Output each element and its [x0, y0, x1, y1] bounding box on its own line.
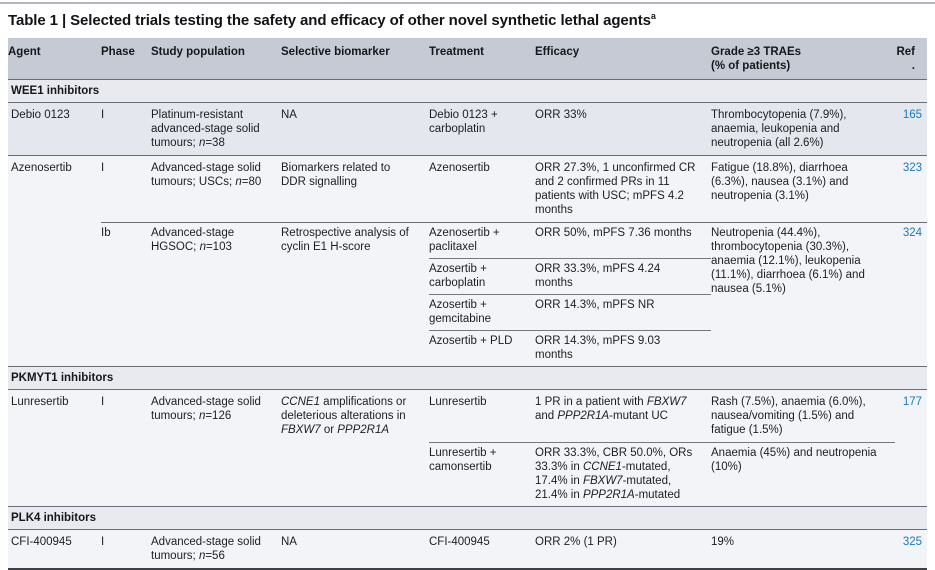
col-header-biomarker: Selective biomarker	[281, 38, 429, 81]
col-header-traes-line1: Grade ≥3 TRAEs	[711, 46, 802, 58]
cell-lunresertib-study: Advanced-stage solid tumours; n=126	[151, 389, 281, 507]
table-row-debio: Debio 0123 I Platinum-resistant advanced…	[8, 102, 927, 156]
cell-azenosertib-i-biomarker: Biomarkers related to DDR signalling	[281, 155, 429, 223]
cell-azenosertib-i-phase: I	[101, 155, 151, 223]
cell-azenosertib-agent: Azenosertib	[8, 155, 101, 367]
table-row-azenosertib-ib: Ib Advanced-stage HGSOC; n=103 Retrospec…	[8, 222, 927, 367]
cell-debio-treatment: Debio 0123 + carboplatin	[429, 102, 535, 156]
col-header-study: Study population	[151, 38, 281, 81]
col-header-agent: Agent	[8, 38, 101, 81]
cell-lunresertib-efficacy-2: ORR 33.3%, CBR 50.0%, ORs 33.3% in CCNE1…	[535, 442, 711, 507]
ref-link-177[interactable]: 177	[902, 396, 922, 409]
cell-cfi-ref: 325	[895, 529, 927, 570]
ref-link-325[interactable]: 325	[902, 536, 922, 549]
cell-azenosertib-ib-treatment-3: Azosertib + gemcitabine	[429, 294, 535, 331]
cell-cfi-study: Advanced-stage solid tumours; n=56	[151, 529, 281, 570]
cell-azenosertib-ib-efficacy-1: ORR 50%, mPFS 7.36 months	[535, 222, 711, 259]
cell-azenosertib-ib-treatment-1: Azenosertib + paclitaxel	[429, 222, 535, 259]
section-label-plk4: PLK4 inhibitors	[8, 506, 927, 530]
col-header-treatment: Treatment	[429, 38, 535, 81]
ref-link-165[interactable]: 165	[902, 109, 922, 122]
col-header-efficacy: Efficacy	[535, 38, 711, 81]
cell-lunresertib-agent: Lunresertib	[8, 389, 101, 507]
cell-azenosertib-ib-efficacy-3: ORR 14.3%, mPFS NR	[535, 294, 711, 331]
cell-cfi-treatment: CFI-400945	[429, 529, 535, 570]
cell-azenosertib-i-traes: Fatigue (18.8%), diarrhoea (6.3%), nause…	[711, 155, 895, 223]
ref-link-323[interactable]: 323	[902, 162, 922, 175]
cell-cfi-agent: CFI-400945	[8, 529, 101, 570]
cell-debio-traes: Thrombocytopenia (7.9%), anaemia, leukop…	[711, 102, 895, 156]
table-row-azenosertib-i: Azenosertib I Advanced-stage solid tumou…	[8, 155, 927, 367]
cell-azenosertib-ib-ref: 324	[895, 222, 927, 367]
cell-azenosertib-i-treatment: Azenosertib	[429, 155, 535, 223]
cell-azenosertib-ib-phase: Ib	[101, 222, 151, 367]
table-subrow-azosertib-pld: Azosertib + PLD ORR 14.3%, mPFS 9.03 mon…	[8, 330, 927, 367]
section-label-wee1: WEE1 inhibitors	[8, 79, 927, 103]
cell-lunresertib-biomarker: CCNE1 amplifications or deleterious alte…	[281, 389, 429, 507]
cell-azenosertib-ib-efficacy-2: ORR 33.3%, mPFS 4.24 months	[535, 258, 711, 295]
cell-lunresertib-traes-2: Anaemia (45%) and neutropenia (10%)	[711, 442, 895, 507]
section-row-wee1: WEE1 inhibitors	[8, 79, 927, 103]
cell-debio-biomarker: NA	[281, 102, 429, 156]
cell-lunresertib-efficacy-1: 1 PR in a patient with FBXW7 and PPP2R1A…	[535, 389, 711, 443]
cell-azenosertib-i-ref: 323	[895, 155, 927, 223]
cell-azenosertib-ib-traes: Neutropenia (44.4%), thrombocytopenia (3…	[711, 222, 895, 367]
cell-azenosertib-ib-treatment-2: Azosertib + carboplatin	[429, 258, 535, 295]
top-divider	[0, 2, 935, 4]
cell-cfi-efficacy: ORR 2% (1 PR)	[535, 529, 711, 570]
cell-cfi-phase: I	[101, 529, 151, 570]
col-header-traes-line2: (% of patients)	[711, 60, 791, 73]
cell-cfi-traes: 19%	[711, 529, 895, 570]
cell-lunresertib-treatment-1: Lunresertib	[429, 389, 535, 443]
table-title: Table 1 | Selected trials testing the sa…	[8, 11, 927, 30]
cell-azenosertib-i-study: Advanced-stage solid tumours; USCs; n=80	[151, 155, 281, 223]
cell-azenosertib-ib-study: Advanced-stage HGSOC; n=103	[151, 222, 281, 367]
table-row-lunresertib: Lunresertib I Advanced-stage solid tumou…	[8, 389, 927, 507]
section-row-plk4: PLK4 inhibitors	[8, 506, 927, 530]
table-subrow-azosertib-carboplatin: Azosertib + carboplatin ORR 33.3%, mPFS …	[8, 258, 927, 295]
col-header-phase: Phase	[101, 38, 151, 81]
col-header-ref: Ref.	[895, 38, 927, 81]
ref-link-324[interactable]: 324	[902, 227, 922, 240]
table-subrow-azosertib-gemcitabine: Azosertib + gemcitabine ORR 14.3%, mPFS …	[8, 294, 927, 331]
table-subrow-lunresertib-camonsertib: Lunresertib + camonsertib ORR 33.3%, CBR…	[8, 442, 927, 507]
cell-azenosertib-ib-biomarker: Retrospective analysis of cyclin E1 H-sc…	[281, 222, 429, 367]
cell-azenosertib-ib-treatment-4: Azosertib + PLD	[429, 330, 535, 367]
cell-cfi-biomarker: NA	[281, 529, 429, 570]
cell-debio-study: Platinum-resistant advanced-stage solid …	[151, 102, 281, 156]
cell-azenosertib-ib-efficacy-4: ORR 14.3%, mPFS 9.03 months	[535, 330, 711, 367]
cell-debio-ref: 165	[895, 102, 927, 156]
table-footnote-marker: a	[650, 11, 656, 21]
clinical-trials-table: Agent Phase Study population Selective b…	[8, 38, 927, 570]
cell-lunresertib-treatment-2: Lunresertib + camonsertib	[429, 442, 535, 507]
table-header-row: Agent Phase Study population Selective b…	[8, 38, 927, 81]
cell-lunresertib-traes-1: Rash (7.5%), anaemia (6.0%), nausea/vomi…	[711, 389, 895, 443]
cell-lunresertib-ref: 177	[895, 389, 927, 507]
cell-debio-efficacy: ORR 33%	[535, 102, 711, 156]
section-label-pkmyt1: PKMYT1 inhibitors	[8, 366, 927, 390]
cell-azenosertib-i-efficacy: ORR 27.3%, 1 unconfirmed CR and 2 confir…	[535, 155, 711, 223]
table-row-cfi-400945: CFI-400945 I Advanced-stage solid tumour…	[8, 529, 927, 570]
cell-debio-agent: Debio 0123	[8, 102, 101, 156]
section-row-pkmyt1: PKMYT1 inhibitors	[8, 366, 927, 390]
cell-debio-phase: I	[101, 102, 151, 156]
col-header-traes: Grade ≥3 TRAEs (% of patients)	[711, 38, 895, 81]
cell-lunresertib-phase: I	[101, 389, 151, 507]
table-title-text: Table 1 | Selected trials testing the sa…	[8, 12, 651, 29]
